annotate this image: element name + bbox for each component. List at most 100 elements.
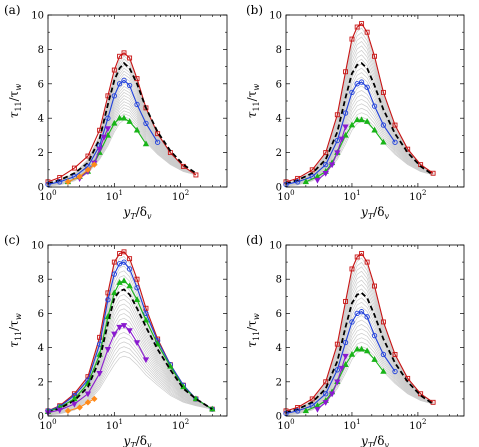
data-point — [334, 112, 340, 118]
data-point — [359, 21, 365, 27]
data-point — [142, 357, 150, 364]
x-tick-label: 100 — [277, 189, 294, 203]
reference-curve — [47, 88, 197, 186]
data-point — [358, 345, 365, 352]
reference-curve — [285, 32, 434, 185]
x-tick-label: 102 — [172, 189, 189, 203]
data-point — [91, 161, 98, 168]
data-point — [338, 136, 345, 143]
reference-curve — [47, 92, 197, 186]
data-point — [133, 340, 141, 347]
data-point — [380, 89, 386, 95]
data-point — [294, 408, 301, 414]
data-point — [364, 84, 370, 90]
data-point — [120, 114, 128, 121]
data-point — [359, 251, 365, 257]
reference-curve — [285, 76, 434, 186]
data-point — [342, 124, 349, 131]
reference-curve — [47, 351, 213, 416]
reference-curve — [47, 313, 213, 414]
data-point — [334, 150, 341, 157]
data-point — [371, 332, 378, 339]
panel-label: (c) — [4, 233, 20, 247]
series-line-orange — [67, 398, 95, 412]
series-line-black — [47, 61, 197, 185]
reference-curve — [285, 98, 434, 186]
data-point — [84, 166, 92, 173]
y-tick-label: 6 — [276, 79, 282, 90]
reference-curve — [285, 266, 434, 414]
data-point — [354, 116, 361, 123]
data-point — [358, 79, 365, 85]
reference-curve — [47, 98, 197, 186]
series-line-black — [47, 288, 213, 414]
data-point — [111, 119, 118, 126]
reference-curve — [285, 315, 434, 415]
series-line-black — [285, 291, 434, 414]
data-point — [111, 67, 117, 73]
data-point — [363, 118, 371, 124]
y-tick-label: 10 — [31, 241, 44, 252]
data-point — [111, 289, 118, 296]
data-point — [85, 153, 91, 159]
x-axis-label: yT/δv — [360, 434, 389, 447]
data-point — [349, 89, 355, 96]
data-point — [392, 139, 398, 145]
data-point — [76, 404, 83, 411]
data-point — [392, 122, 398, 128]
data-point — [76, 173, 83, 180]
series-line-black — [285, 62, 434, 185]
y-tick-label: 2 — [276, 377, 282, 388]
reference-curve — [47, 346, 213, 416]
reference-curve — [285, 72, 434, 186]
data-point — [84, 391, 92, 398]
x-tick-label: 100 — [39, 189, 56, 203]
data-point — [91, 395, 98, 403]
data-point — [126, 82, 133, 89]
data-point — [126, 118, 133, 124]
data-point — [96, 146, 103, 153]
reference-curve — [285, 90, 434, 186]
data-point — [121, 50, 127, 56]
data-point — [380, 368, 387, 374]
y-tick-label: 10 — [31, 11, 44, 22]
data-point — [392, 368, 398, 375]
x-tick-label: 102 — [409, 189, 426, 203]
reference-curve — [47, 336, 213, 415]
data-point — [142, 140, 150, 147]
data-point — [121, 249, 127, 255]
data-point — [116, 81, 123, 87]
reference-curve — [285, 94, 434, 186]
y-tick-label: 2 — [276, 148, 282, 159]
data-point — [322, 400, 329, 406]
x-tick-label: 101 — [106, 418, 123, 432]
panel-label: (b) — [246, 3, 263, 17]
data-point — [354, 345, 361, 352]
data-point — [343, 69, 349, 75]
reference-curve — [285, 301, 434, 415]
x-tick-label: 101 — [343, 189, 360, 203]
data-point — [104, 126, 112, 133]
panel-label: (d) — [246, 233, 263, 247]
data-point — [380, 138, 387, 145]
plot-frame — [47, 244, 228, 417]
data-point — [309, 396, 315, 402]
reference-curve — [285, 270, 434, 414]
y-tick-label: 4 — [276, 343, 282, 354]
reference-curve — [47, 82, 197, 186]
data-point — [371, 103, 378, 109]
data-point — [126, 266, 133, 272]
data-point — [354, 24, 360, 30]
series-red — [283, 251, 436, 414]
x-tick-label: 102 — [409, 418, 426, 432]
data-point — [64, 178, 72, 185]
reference-curve — [47, 95, 197, 186]
data-point — [418, 391, 424, 397]
panel-label: (a) — [4, 3, 21, 17]
reference-curve — [285, 261, 434, 414]
data-point — [334, 367, 340, 373]
data-point — [349, 266, 355, 272]
series-blue — [283, 79, 398, 188]
data-point — [120, 277, 128, 284]
series-red — [283, 21, 436, 185]
